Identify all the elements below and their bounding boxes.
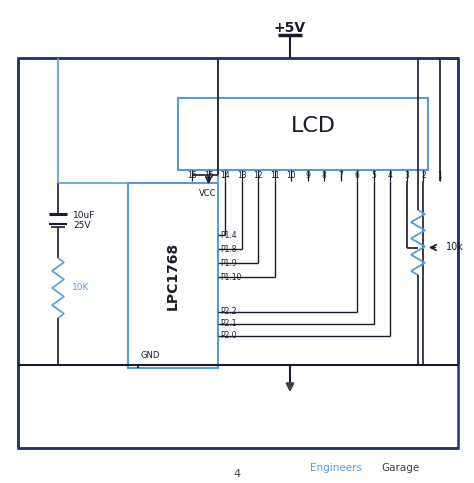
Text: 13: 13 xyxy=(237,171,246,181)
Text: P2.1: P2.1 xyxy=(220,319,237,328)
Text: +5V: +5V xyxy=(274,21,306,35)
Text: P2.2: P2.2 xyxy=(220,308,237,316)
Text: 10uF: 10uF xyxy=(73,212,95,221)
Text: 10K: 10K xyxy=(72,284,90,293)
Text: P1.10: P1.10 xyxy=(220,272,241,282)
Text: 1: 1 xyxy=(438,171,442,181)
Text: 4: 4 xyxy=(388,171,393,181)
Text: 8: 8 xyxy=(322,171,327,181)
Text: Engineers: Engineers xyxy=(310,463,362,473)
Text: P2.0: P2.0 xyxy=(220,331,237,341)
Bar xyxy=(178,98,428,170)
Text: VCC: VCC xyxy=(199,188,216,198)
Text: P1.8: P1.8 xyxy=(220,244,237,254)
Text: LPC1768: LPC1768 xyxy=(166,242,180,310)
Text: 16: 16 xyxy=(187,171,197,181)
Text: 4: 4 xyxy=(233,469,241,479)
Text: 3: 3 xyxy=(404,171,410,181)
Text: Garage: Garage xyxy=(382,463,420,473)
Text: 2: 2 xyxy=(421,171,426,181)
Text: 7: 7 xyxy=(338,171,343,181)
Text: P1.9: P1.9 xyxy=(220,258,237,268)
Text: LCD: LCD xyxy=(291,116,336,136)
Text: 25V: 25V xyxy=(73,222,91,230)
Text: 15: 15 xyxy=(204,171,213,181)
Text: 11: 11 xyxy=(270,171,279,181)
Text: 12: 12 xyxy=(254,171,263,181)
Text: P1.4: P1.4 xyxy=(220,230,237,240)
Text: 6: 6 xyxy=(355,171,360,181)
Text: GND: GND xyxy=(140,352,160,360)
Bar xyxy=(128,183,218,368)
Bar xyxy=(18,58,458,448)
Text: 5: 5 xyxy=(372,171,376,181)
Text: 9: 9 xyxy=(305,171,310,181)
Text: 10k: 10k xyxy=(446,242,464,253)
Text: 14: 14 xyxy=(220,171,230,181)
Text: 10: 10 xyxy=(286,171,296,181)
